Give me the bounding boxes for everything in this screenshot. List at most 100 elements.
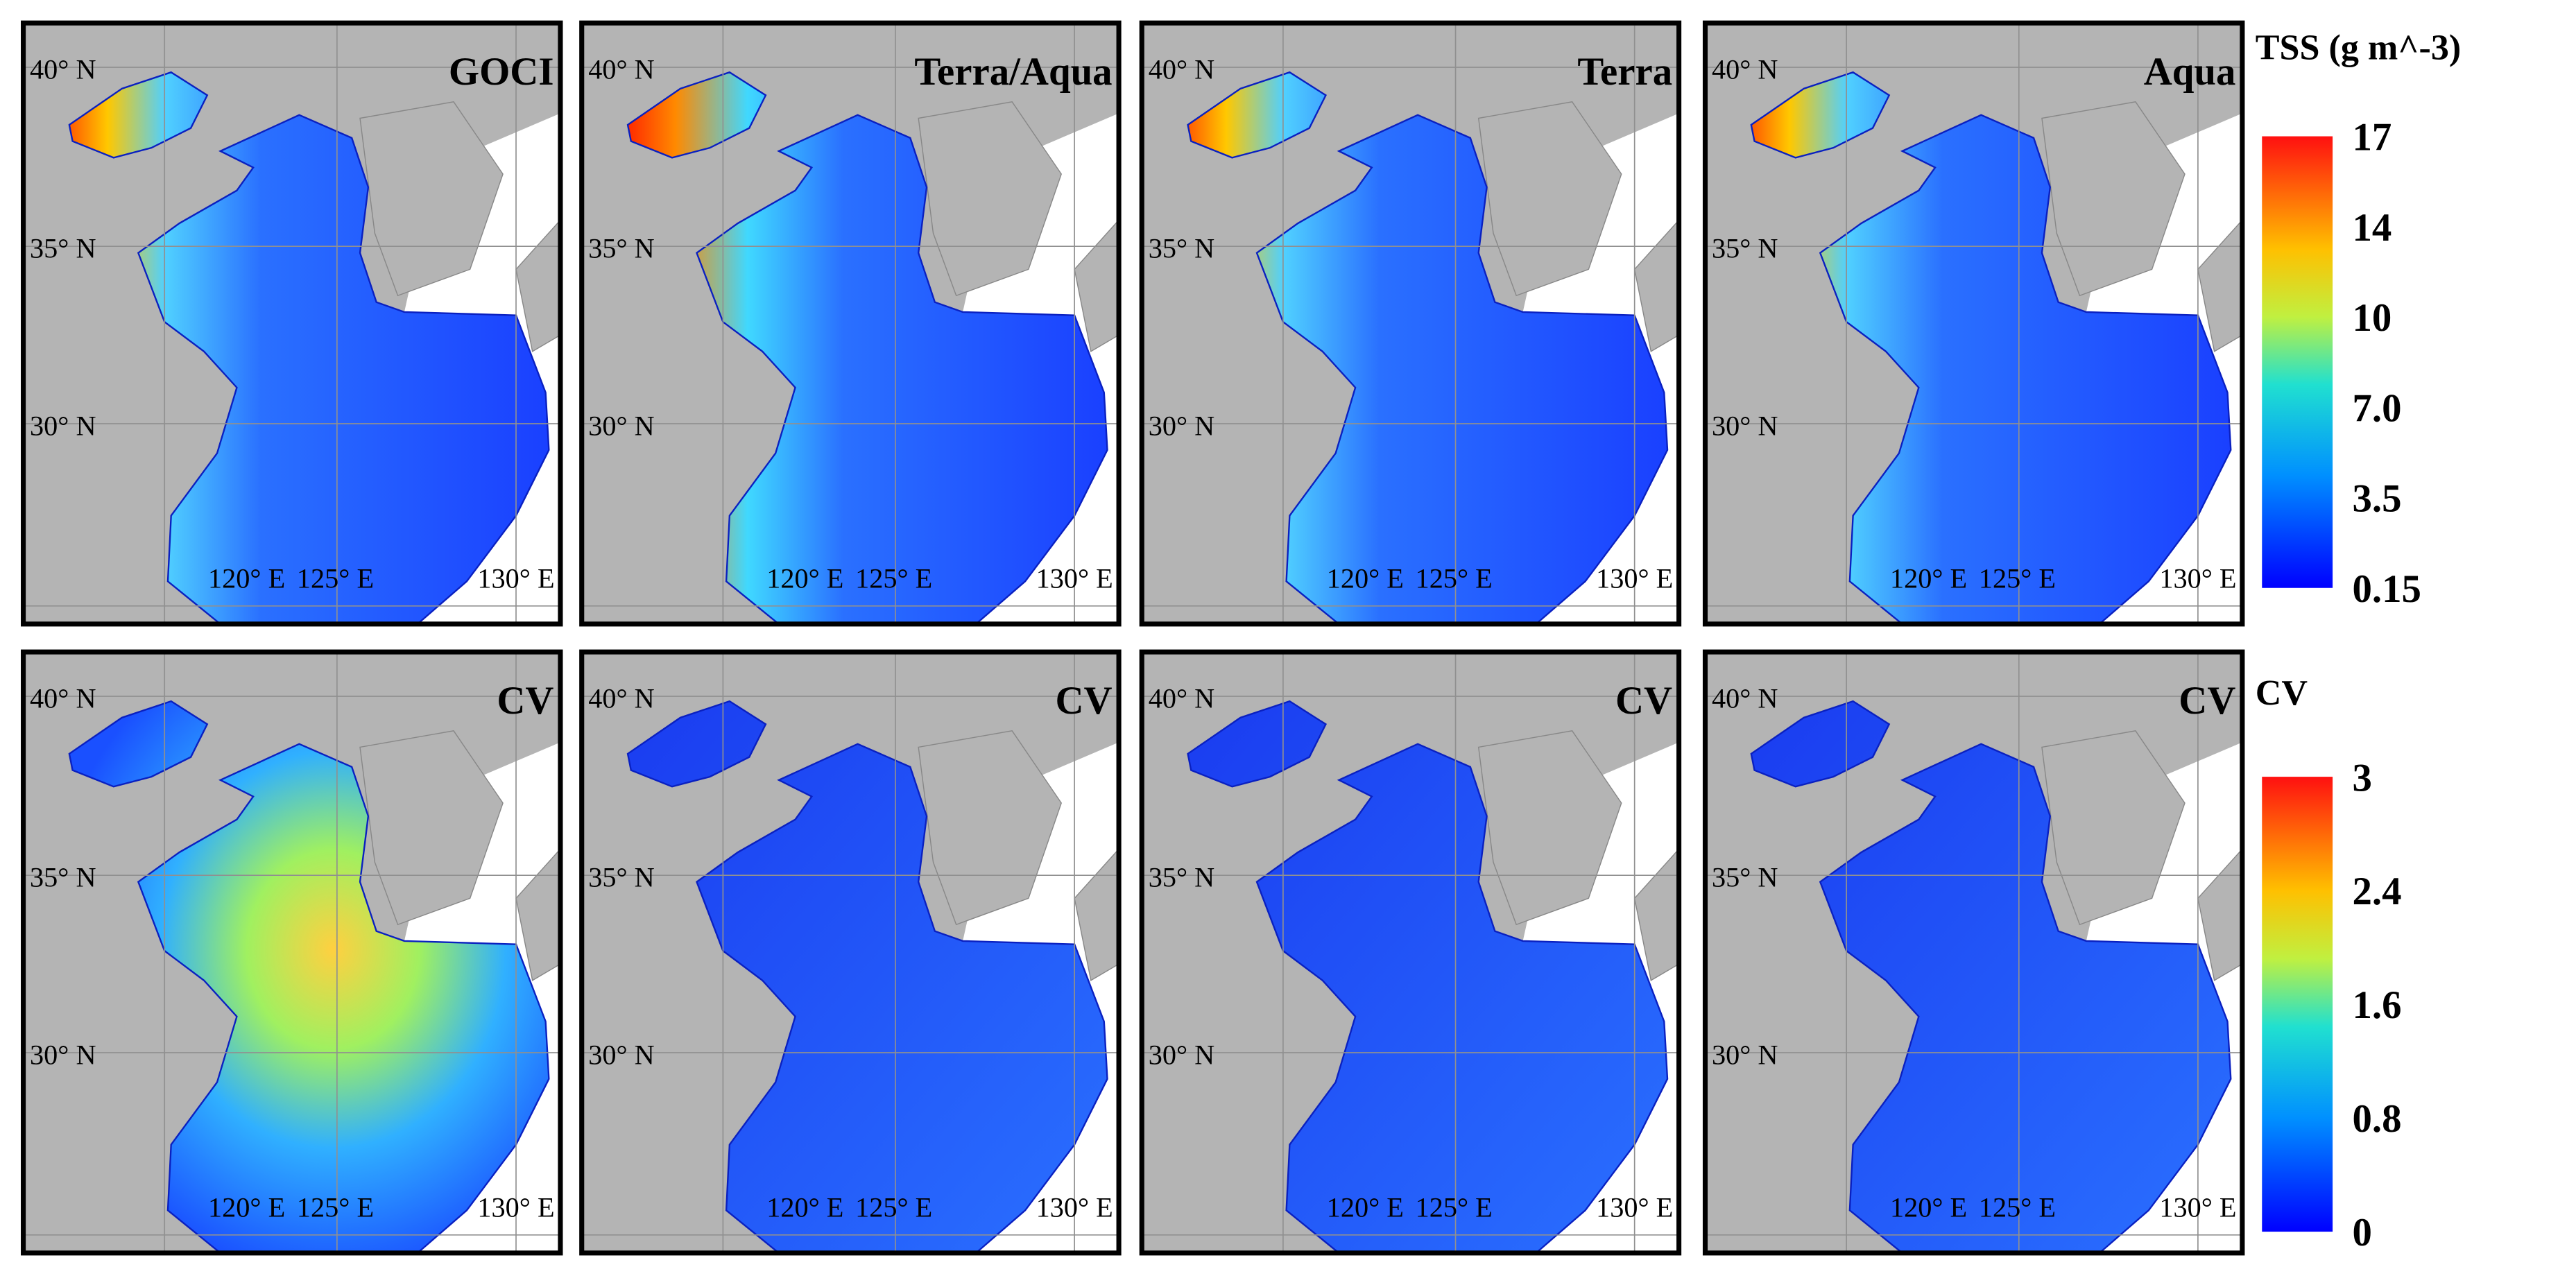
- lat-label: 40° N: [30, 53, 96, 85]
- panel-frame: [21, 20, 563, 627]
- panel-frame: [579, 649, 1122, 1256]
- lat-label: 30° N: [588, 1039, 654, 1070]
- colorbar-tick-label: 10: [2353, 296, 2392, 340]
- japan: [515, 848, 560, 981]
- panel-title: Aqua: [2144, 50, 2236, 94]
- lat-label: 40° N: [1149, 682, 1214, 714]
- lat-label: 35° N: [588, 862, 654, 893]
- map-body: 40° N 35° N 30° N 120° E 125° E 130° E GOCI: [23, 23, 560, 624]
- japan: [515, 219, 560, 352]
- lon-label: 130° E: [1036, 1192, 1113, 1223]
- korea: [918, 101, 1062, 297]
- colorbar-tick-label: 7.0: [2353, 386, 2402, 430]
- lat-label: 30° N: [588, 410, 654, 441]
- colorbar-title: TSS (g m^-3): [2256, 28, 2461, 67]
- colorbar-tick-label: 0: [2353, 1211, 2372, 1255]
- lat-label: 30° N: [30, 410, 96, 441]
- map-body: 40° N 35° N 30° N 120° E 125° E 130° E CV: [1142, 652, 1679, 1253]
- lon-label: 125° E: [1979, 1192, 2056, 1223]
- colorbar-tick-label: 1.6: [2353, 983, 2402, 1027]
- panel-frame: [1139, 20, 1682, 627]
- lat-label: 35° N: [30, 233, 96, 264]
- panel-title: CV: [2179, 679, 2235, 723]
- lon-label: 120° E: [1890, 1192, 1967, 1223]
- lat-label: 40° N: [1712, 682, 1778, 714]
- panel-frame: [579, 20, 1122, 627]
- map-panel: 40° N 35° N 30° N 120° E 125° E 130° E CV: [579, 649, 1122, 1256]
- map-body: 40° N 35° N 30° N 120° E 125° E 130° E CV: [23, 652, 560, 1253]
- lon-label: 120° E: [1327, 1192, 1404, 1223]
- lon-label: 125° E: [1416, 1192, 1493, 1223]
- colorbar: [2262, 136, 2333, 588]
- lat-label: 30° N: [1712, 410, 1778, 441]
- panel-title: GOCI: [449, 50, 554, 94]
- panel-title: CV: [1615, 679, 1672, 723]
- colorbar-tick-label: 2.4: [2353, 870, 2402, 913]
- map-panel: 40° N 35° N 30° N 120° E 125° E 130° E CV: [21, 649, 563, 1256]
- korea: [359, 101, 504, 297]
- colorbar-tick-label: 3.5: [2353, 477, 2402, 521]
- lat-label: 30° N: [1149, 1039, 1214, 1070]
- panel-frame: [1139, 649, 1682, 1256]
- korea: [2041, 730, 2186, 926]
- sea-data: [1750, 71, 2232, 624]
- sea-data: [68, 700, 550, 1253]
- lat-label: 30° N: [30, 1039, 96, 1070]
- colorbar-tick-label: 17: [2353, 116, 2392, 160]
- japan: [1074, 848, 1119, 981]
- lat-label: 30° N: [1149, 410, 1214, 441]
- lon-label: 130° E: [2159, 1192, 2236, 1223]
- sea-data: [626, 700, 1108, 1253]
- sea-data: [68, 71, 550, 624]
- colorbar-tick-label: 0.8: [2353, 1097, 2402, 1141]
- korea: [1477, 101, 1622, 297]
- lat-label: 35° N: [588, 233, 654, 264]
- japan: [2197, 848, 2242, 981]
- lon-label: 120° E: [208, 563, 285, 594]
- map-panel: 40° N 35° N 30° N 120° E 125° E 130° E Terra/A…: [579, 20, 1122, 627]
- sea-data: [626, 71, 1108, 624]
- map-panel: 40° N 35° N 30° N 120° E 125° E 130° E GOCI: [21, 20, 563, 627]
- lon-label: 125° E: [1979, 563, 2056, 594]
- lon-label: 120° E: [1890, 563, 1967, 594]
- lon-label: 130° E: [1036, 563, 1113, 594]
- lon-label: 120° E: [208, 1192, 285, 1223]
- lon-label: 125° E: [297, 563, 374, 594]
- panel-title: Terra: [1577, 50, 1672, 94]
- lon-label: 120° E: [1327, 563, 1404, 594]
- korea: [1477, 730, 1622, 926]
- colorbar-tick-label: 14: [2353, 206, 2392, 250]
- panel-frame: [1702, 649, 2245, 1256]
- lon-label: 120° E: [766, 1192, 843, 1223]
- map-panel: 40° N 35° N 30° N 120° E 125° E 130° E Terra: [1139, 20, 1682, 627]
- lon-label: 130° E: [1596, 563, 1673, 594]
- panel-title: CV: [1056, 679, 1113, 723]
- panel-title: CV: [497, 679, 553, 723]
- lat-label: 40° N: [30, 682, 96, 714]
- lat-label: 40° N: [588, 682, 654, 714]
- map-body: 40° N 35° N 30° N 120° E 125° E 130° E Terra: [1142, 23, 1679, 624]
- sea-data: [1187, 71, 1669, 624]
- japan: [1074, 219, 1119, 352]
- lat-label: 35° N: [1149, 862, 1214, 893]
- panel-frame: [21, 649, 563, 1256]
- korea: [359, 730, 504, 926]
- lat-label: 35° N: [1712, 233, 1778, 264]
- lon-label: 130° E: [1596, 1192, 1673, 1223]
- lon-label: 125° E: [855, 563, 932, 594]
- panel-frame: [1702, 20, 2245, 627]
- lat-label: 40° N: [1712, 53, 1778, 85]
- colorbar-title: CV: [2256, 673, 2308, 713]
- japan: [1633, 848, 1679, 981]
- lon-label: 130° E: [477, 563, 554, 594]
- lon-label: 130° E: [477, 1192, 554, 1223]
- lon-label: 130° E: [2159, 563, 2236, 594]
- lon-label: 125° E: [1416, 563, 1493, 594]
- lat-label: 35° N: [1149, 233, 1214, 264]
- korea: [2041, 101, 2186, 297]
- colorbar-tick-label: 0.15: [2353, 567, 2421, 611]
- lat-label: 40° N: [1149, 53, 1214, 85]
- map-panel: 40° N 35° N 30° N 120° E 125° E 130° E CV: [1139, 649, 1682, 1256]
